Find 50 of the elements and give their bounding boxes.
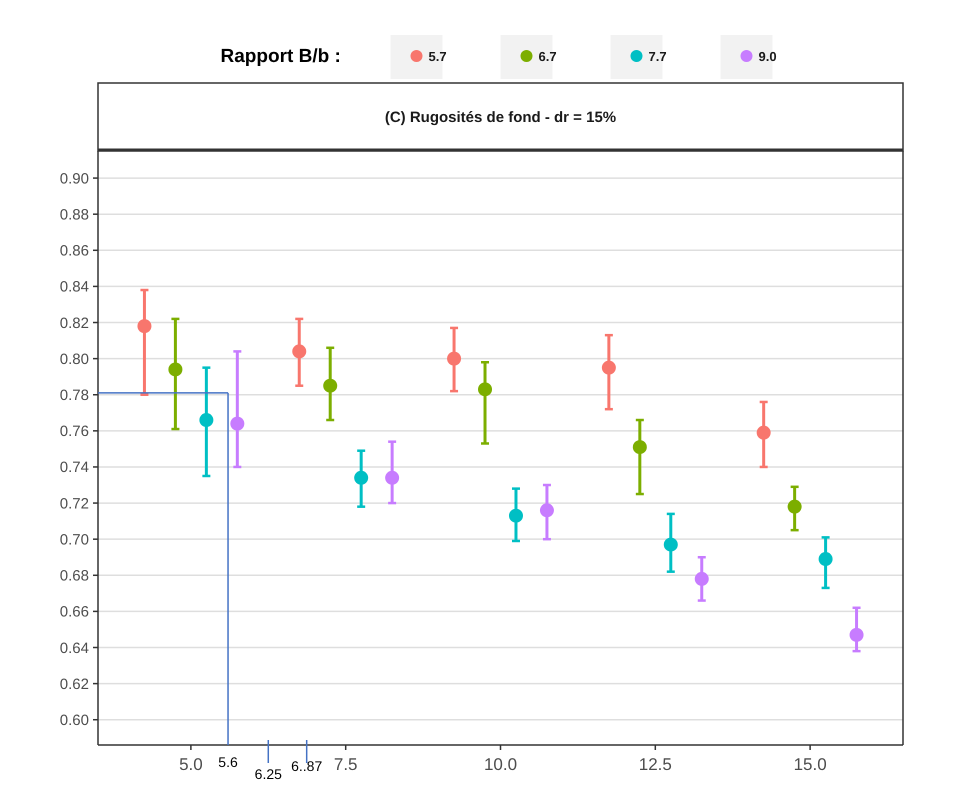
ref-line-label: 6.25 (254, 766, 282, 782)
legend-label: 7.7 (648, 49, 667, 64)
y-tick-label: 0.60 (60, 712, 89, 729)
y-tick-label: 0.72 (60, 495, 89, 512)
point (664, 538, 678, 552)
point (323, 378, 338, 393)
point (818, 552, 833, 566)
point (447, 352, 462, 366)
ref-line-label: 5.6 (218, 754, 238, 770)
point (632, 440, 647, 454)
ref-line-label: 6..87 (291, 758, 322, 774)
y-tick-label: 0.74 (60, 459, 89, 476)
point (385, 470, 400, 485)
point (540, 503, 554, 518)
point (694, 572, 709, 586)
point (478, 382, 492, 396)
point (602, 360, 616, 375)
y-tick-label: 0.88 (60, 206, 89, 224)
chart-title: (C) Rugosités de fond - dr = 15% (384, 109, 616, 126)
y-tick-label: 0.66 (60, 604, 89, 621)
y-tick-label: 0.90 (60, 170, 89, 188)
x-tick-label: 5.0 (179, 755, 203, 774)
point (292, 344, 306, 358)
legend-title: Rapport B/b : (220, 46, 341, 67)
y-tick-label: 0.76 (60, 423, 89, 440)
x-tick-label: 10.0 (484, 755, 518, 774)
y-tick-label: 0.68 (60, 568, 89, 585)
point (137, 319, 152, 334)
legend-label: 9.0 (758, 49, 777, 64)
point (756, 426, 771, 440)
x-tick-label: 12.5 (638, 755, 672, 774)
point (850, 628, 864, 642)
legend-label: 5.7 (428, 49, 447, 64)
point (199, 413, 214, 428)
y-tick-label: 0.62 (60, 676, 89, 693)
x-tick-label: 7.5 (334, 755, 358, 774)
y-tick-label: 0.78 (60, 386, 89, 404)
legend-label: 6.7 (538, 49, 557, 64)
x-tick-label: 15.0 (794, 755, 827, 774)
point (354, 470, 368, 485)
point (168, 362, 182, 376)
y-tick-label: 0.80 (60, 350, 89, 368)
y-tick-label: 0.82 (60, 314, 89, 332)
point (508, 508, 523, 523)
y-tick-label: 0.84 (60, 278, 89, 296)
y-tick-label: 0.70 (60, 531, 89, 548)
point (230, 416, 244, 431)
y-tick-label: 0.64 (60, 640, 89, 657)
point (788, 500, 802, 514)
y-tick-label: 0.86 (60, 242, 89, 260)
